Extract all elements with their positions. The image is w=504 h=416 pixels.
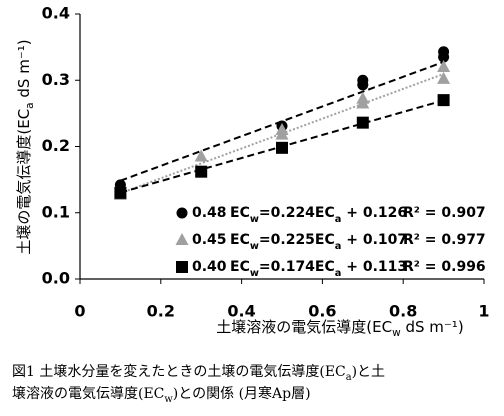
legend-equation: ECw=0.174ECa + 0.113 — [230, 259, 407, 279]
point — [276, 141, 288, 154]
point — [114, 186, 127, 199]
legend-marker — [176, 261, 188, 273]
y-axis-label-part: a — [24, 102, 36, 108]
x-tick-label: 0.8 — [389, 302, 417, 321]
point — [437, 60, 451, 72]
y-tick-label: 0.4 — [42, 4, 70, 23]
caption-part: )と土 — [352, 364, 385, 380]
x-tick-label: 0.2 — [147, 302, 175, 321]
caption-part: )との関係 (月寒Ap層) — [173, 385, 311, 402]
point — [275, 127, 289, 140]
caption-part: a — [346, 372, 352, 383]
legend-marker — [176, 207, 188, 219]
caption-part: 図1 土壌水分量を変えたときの土壌の電気伝導度(EC — [12, 363, 346, 380]
x-axis-label: 土壌溶液の電気伝導度(ECw dS m⁻¹) — [216, 318, 463, 340]
y-axis-label-part: dS m⁻¹) — [15, 39, 33, 102]
legend-equation-part: + 0.107 — [341, 232, 407, 248]
legend-equation-part: EC — [230, 205, 250, 221]
legend-name: 0.48 — [192, 205, 227, 221]
caption-part: w — [164, 394, 173, 405]
legend-name: 0.40 — [192, 259, 227, 275]
legend-r2: R² = 0.996 — [403, 259, 486, 275]
x-tick-label: 0.6 — [308, 302, 336, 321]
y-axis-label: 土壌の電気伝導度(ECa dS m⁻¹) — [15, 39, 37, 254]
legend-r2: R² = 0.977 — [403, 232, 486, 248]
legend-equation-part: w — [250, 241, 259, 252]
y-tick-label: 0.3 — [42, 70, 70, 89]
point — [356, 96, 370, 109]
point — [437, 94, 450, 107]
legend-equation-part: + 0.113 — [341, 259, 407, 275]
y-tick-label: 0.0 — [42, 269, 70, 288]
legend-r2: R² = 0.907 — [403, 205, 486, 221]
x-tick-label: 1 — [478, 302, 489, 321]
caption: 図1 土壌水分量を変えたときの土壌の電気伝導度(ECa)と土 — [12, 363, 385, 383]
point — [356, 116, 369, 129]
legend-equation-part: w — [250, 214, 259, 225]
point — [194, 149, 208, 162]
legend-equation-part: =0.225EC — [259, 232, 335, 248]
point — [438, 51, 450, 63]
legend-equation-part: + 0.126 — [341, 205, 407, 221]
legend-equation: ECw=0.224ECa + 0.126 — [230, 205, 407, 225]
trend-line — [120, 61, 444, 182]
legend-equation-part: a — [335, 241, 342, 252]
y-tick-label: 0.1 — [42, 202, 70, 221]
caption-part: 壌溶液の電気伝導度(EC — [12, 386, 164, 402]
y-tick-label: 0.2 — [42, 136, 70, 155]
x-axis-label-part: dS m⁻¹) — [401, 318, 464, 336]
point — [357, 79, 369, 91]
point — [437, 71, 451, 84]
legend-equation: ECw=0.225ECa + 0.107 — [230, 232, 407, 252]
y-axis-label-part: 土壌の電気伝導度(EC — [15, 109, 33, 255]
legend-equation-part: w — [250, 268, 259, 279]
legend-equation-part: =0.174EC — [259, 259, 335, 275]
legend-marker — [175, 233, 189, 245]
legend-equation-part: a — [335, 214, 342, 225]
x-tick-label: 0 — [74, 302, 85, 321]
legend-equation-part: =0.224EC — [259, 205, 335, 221]
legend-equation-part: EC — [230, 259, 250, 275]
legend-equation-part: EC — [230, 232, 250, 248]
legend-equation-part: a — [335, 268, 342, 279]
legend-name: 0.45 — [192, 232, 227, 248]
x-axis-label-part: w — [392, 327, 401, 339]
point — [195, 165, 208, 178]
x-axis-label-part: 土壌溶液の電気伝導度(EC — [216, 318, 392, 336]
caption: 壌溶液の電気伝導度(ECw)との関係 (月寒Ap層) — [12, 385, 311, 405]
x-tick-label: 0.4 — [227, 302, 255, 321]
